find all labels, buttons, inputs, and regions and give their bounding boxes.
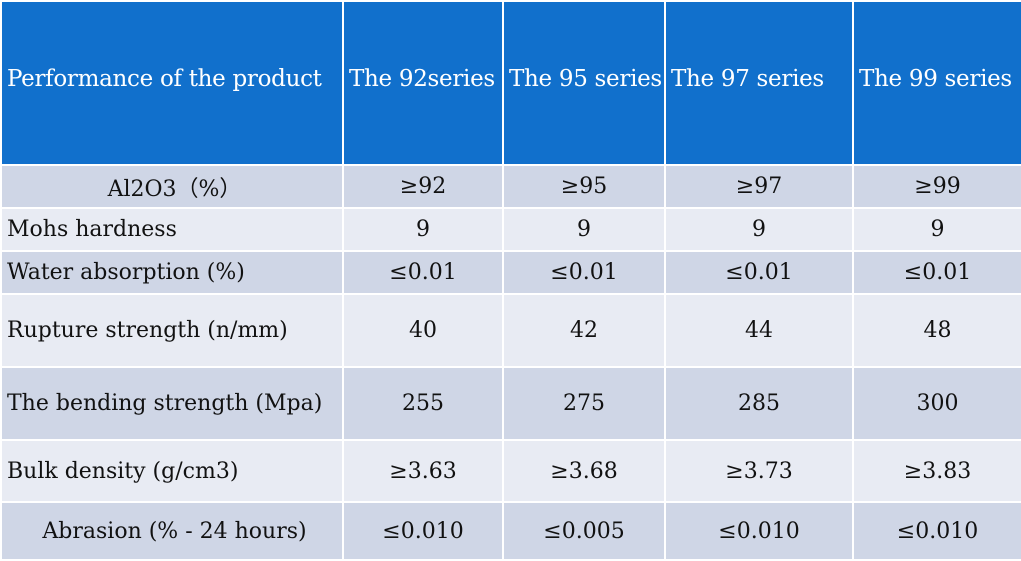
header-97-series: The 97 series <box>664 0 854 166</box>
header-performance: Performance of the product <box>0 0 344 166</box>
row-label: Al2O3（%） <box>0 164 344 209</box>
cell-value: 285 <box>664 366 854 441</box>
table-row-bending-strength: The bending strength (Mpa) 255 275 285 3… <box>0 366 1021 441</box>
table-header-row: Performance of the product The 92series … <box>0 0 1021 166</box>
cell-value: ≥3.63 <box>342 439 504 503</box>
table-row-water-absorption: Water absorption (%) ≤0.01 ≤0.01 ≤0.01 ≤… <box>0 250 1021 295</box>
table-row-mohs-hardness: Mohs hardness 9 9 9 9 <box>0 207 1021 252</box>
cell-value: 9 <box>502 207 666 252</box>
row-label: Mohs hardness <box>0 207 344 252</box>
cell-value: 9 <box>664 207 854 252</box>
header-99-series: The 99 series <box>852 0 1021 166</box>
cell-value: ≤0.01 <box>664 250 854 295</box>
cell-value: ≤0.01 <box>342 250 504 295</box>
cell-value: ≥3.68 <box>502 439 666 503</box>
cell-value: 42 <box>502 293 666 368</box>
cell-value: ≥99 <box>852 164 1021 209</box>
row-label: Rupture strength (n/mm) <box>0 293 344 368</box>
cell-value: ≥3.73 <box>664 439 854 503</box>
table-row-bulk-density: Bulk density (g/cm3) ≥3.63 ≥3.68 ≥3.73 ≥… <box>0 439 1021 503</box>
cell-value: ≤0.01 <box>502 250 666 295</box>
cell-value: ≥97 <box>664 164 854 209</box>
table-row-abrasion: Abrasion (% - 24 hours) ≤0.010 ≤0.005 ≤0… <box>0 501 1021 561</box>
cell-value: ≥3.83 <box>852 439 1021 503</box>
cell-value: ≤0.010 <box>852 501 1021 561</box>
cell-value: 255 <box>342 366 504 441</box>
table-row-rupture-strength: Rupture strength (n/mm) 40 42 44 48 <box>0 293 1021 368</box>
cell-value: ≥92 <box>342 164 504 209</box>
row-label: The bending strength (Mpa) <box>0 366 344 441</box>
cell-value: ≤0.010 <box>342 501 504 561</box>
table-row-al2o3: Al2O3（%） ≥92 ≥95 ≥97 ≥99 <box>0 164 1021 209</box>
cell-value: 48 <box>852 293 1021 368</box>
cell-value: 300 <box>852 366 1021 441</box>
cell-value: 9 <box>342 207 504 252</box>
cell-value: ≤0.005 <box>502 501 666 561</box>
cell-value: ≤0.01 <box>852 250 1021 295</box>
row-label: Water absorption (%) <box>0 250 344 295</box>
row-label: Bulk density (g/cm3) <box>0 439 344 503</box>
cell-value: 44 <box>664 293 854 368</box>
header-95-series: The 95 series <box>502 0 666 166</box>
header-92-series: The 92series <box>342 0 504 166</box>
cell-value: 40 <box>342 293 504 368</box>
cell-value: ≥95 <box>502 164 666 209</box>
cell-value: ≤0.010 <box>664 501 854 561</box>
cell-value: 275 <box>502 366 666 441</box>
row-label: Abrasion (% - 24 hours) <box>0 501 344 561</box>
cell-value: 9 <box>852 207 1021 252</box>
